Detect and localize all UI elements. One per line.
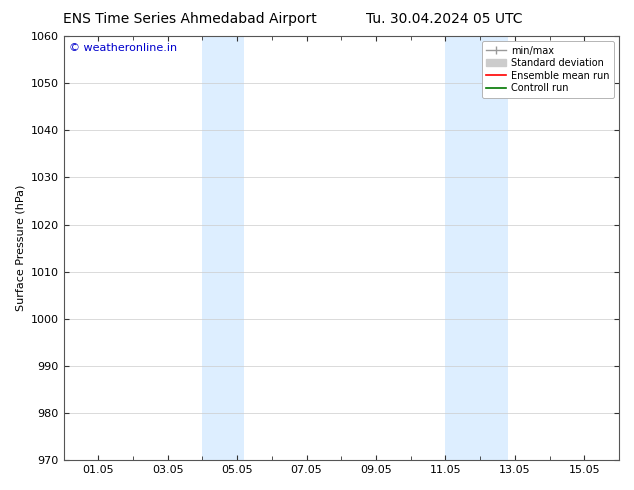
Text: ENS Time Series Ahmedabad Airport: ENS Time Series Ahmedabad Airport [63, 12, 317, 26]
Legend: min/max, Standard deviation, Ensemble mean run, Controll run: min/max, Standard deviation, Ensemble me… [482, 41, 614, 98]
Text: © weatheronline.in: © weatheronline.in [69, 43, 178, 52]
Bar [202, 36, 244, 460]
Y-axis label: Surface Pressure (hPa): Surface Pressure (hPa) [15, 185, 25, 311]
Text: Tu. 30.04.2024 05 UTC: Tu. 30.04.2024 05 UTC [366, 12, 522, 26]
Bar [446, 36, 508, 460]
